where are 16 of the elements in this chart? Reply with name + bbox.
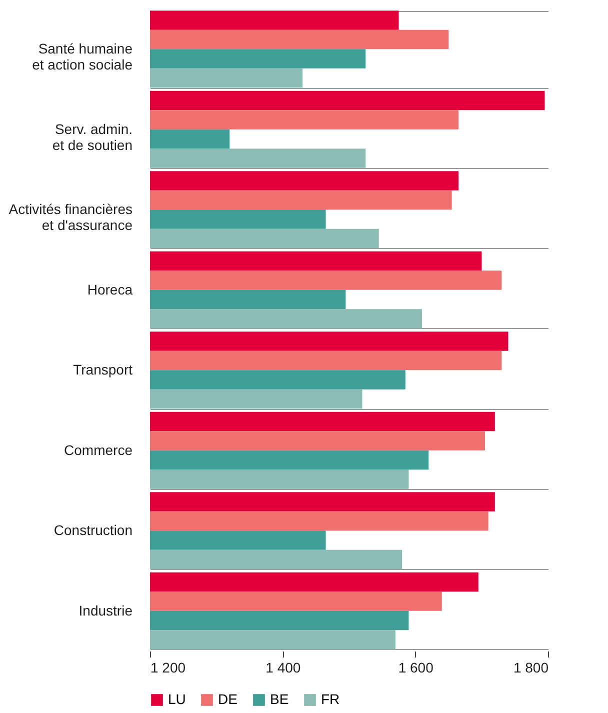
legend-label: DE: [218, 691, 238, 707]
y-tick-label: Activités financières et d'assurance: [8, 201, 133, 234]
x-tick-label: 1 600: [398, 660, 434, 676]
y-tick-label: Industrie: [78, 602, 133, 618]
y-tick-label: Construction: [54, 522, 132, 538]
legend-label: LU: [168, 691, 186, 707]
legend-label: BE: [270, 691, 289, 707]
y-tick-label: Commerce: [64, 442, 133, 458]
y-tick-label: Serv. admin. et de soutien: [52, 120, 132, 153]
y-tick-label: Transport: [73, 362, 133, 378]
y-tick-label: Santé humaine et action sociale: [32, 40, 133, 73]
x-tick-label: 1 200: [150, 660, 186, 676]
legend-label: FR: [321, 691, 340, 707]
y-tick-label: Horeca: [87, 281, 133, 298]
x-tick-label: 1 400: [266, 660, 301, 676]
x-tick-label: 1 800: [513, 660, 549, 676]
